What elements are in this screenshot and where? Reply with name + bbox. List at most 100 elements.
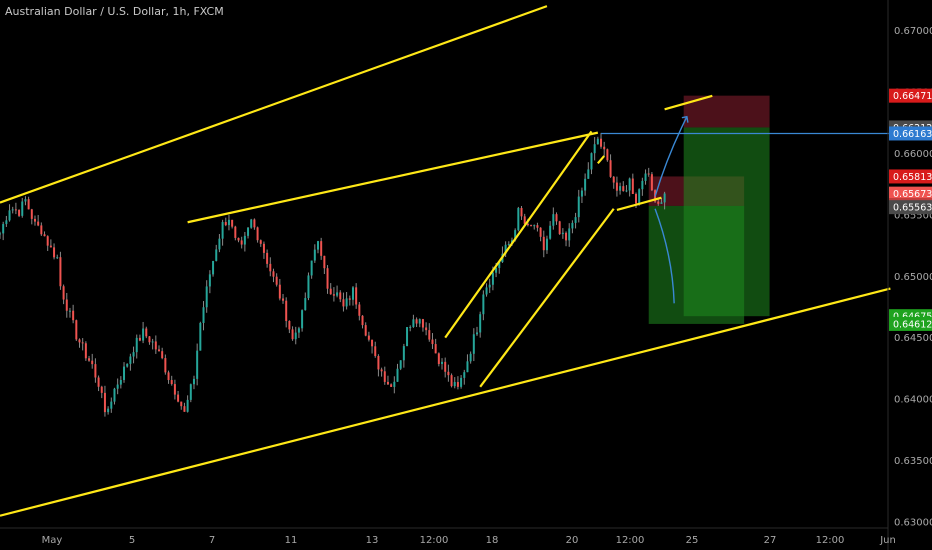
y-tick-label: 0.63000: [894, 517, 932, 528]
candle-body: [447, 371, 450, 376]
y-tick-label: 0.67000: [894, 26, 932, 37]
candle-body: [622, 186, 625, 192]
price-tag-label: 0.65563: [893, 203, 932, 214]
candle-body: [584, 178, 587, 191]
candle-body: [650, 174, 653, 191]
candle-body: [638, 189, 641, 204]
candle-body: [565, 232, 568, 241]
candle-body: [590, 153, 593, 170]
candle-body: [469, 353, 472, 362]
candle-body: [282, 298, 285, 301]
candle-body: [571, 222, 574, 229]
candle-body: [603, 146, 606, 150]
candle-body: [498, 262, 501, 268]
x-tick-label: 12:00: [616, 535, 645, 546]
candle-body: [313, 249, 316, 261]
trend-line: [444, 130, 593, 339]
candle-body: [221, 222, 224, 239]
candle-body: [437, 353, 440, 364]
y-tick-label: 0.63500: [894, 456, 932, 467]
candle-body: [339, 292, 342, 300]
candle-body: [237, 237, 240, 241]
candle-body: [320, 241, 323, 256]
candle-body: [21, 201, 24, 216]
candle-body: [62, 286, 65, 300]
candle-body: [84, 343, 87, 359]
candle-body: [580, 190, 583, 197]
candle-body: [224, 222, 227, 226]
candle-body: [183, 406, 186, 412]
candle-body: [145, 328, 148, 337]
price-tag-stop: [889, 169, 932, 184]
candle-body: [59, 257, 62, 287]
candle-body: [355, 287, 358, 305]
candle-body: [14, 209, 17, 211]
price-tag-blue: [889, 126, 932, 141]
candle-body: [399, 360, 402, 369]
candle-body: [425, 327, 428, 331]
candle-body: [37, 221, 40, 226]
candle-body: [208, 274, 211, 287]
x-tick-label: 11: [285, 535, 298, 546]
candle-body: [186, 399, 189, 412]
candle-body: [520, 208, 523, 217]
candle-body: [377, 355, 380, 370]
price-tag-current: [889, 186, 932, 201]
candle-body: [390, 384, 393, 387]
candle-body: [412, 319, 415, 327]
candle-body: [561, 232, 564, 235]
candle-body: [514, 230, 517, 241]
candle-body: [549, 225, 552, 239]
x-tick-label: 7: [209, 535, 215, 546]
candle-body: [431, 339, 434, 345]
candle-body: [472, 334, 475, 354]
candle-body: [205, 286, 208, 308]
candle-body: [488, 284, 491, 288]
y-tick-label: 0.64000: [894, 395, 932, 406]
candle-body: [317, 241, 319, 250]
candle-body: [619, 186, 622, 191]
candle-body: [606, 149, 609, 161]
candle-body: [154, 341, 157, 350]
candle-body: [609, 160, 612, 177]
y-tick-label: 0.64500: [894, 333, 932, 344]
candle-body: [495, 267, 498, 273]
price-tag-stop: [889, 88, 932, 103]
candle-body: [81, 342, 84, 344]
candle-body: [94, 364, 97, 378]
candle-body: [158, 349, 160, 352]
candle-body: [409, 326, 412, 328]
candle-body: [113, 388, 116, 402]
candle-body: [173, 384, 176, 395]
candle-body: [348, 298, 351, 300]
candle-body: [227, 219, 230, 226]
candle-body: [523, 216, 526, 224]
candle-body: [243, 235, 246, 245]
candle-body: [148, 336, 151, 343]
trend-line: [479, 208, 615, 388]
candle-body: [612, 176, 615, 183]
candle-body: [428, 330, 431, 340]
candle-body: [393, 381, 396, 387]
candle-body: [466, 361, 469, 373]
candle-body: [345, 298, 348, 307]
y-tick-label: 0.66000: [894, 149, 932, 160]
candle-body: [126, 363, 129, 367]
trend-line: [187, 131, 599, 224]
candle-body: [288, 321, 291, 330]
candle-body: [491, 272, 494, 285]
candle-body: [266, 252, 269, 264]
candle-body: [103, 392, 106, 413]
candle-body: [231, 219, 234, 227]
candle-body: [278, 284, 281, 299]
candle-body: [269, 263, 272, 272]
candle-body: [33, 218, 36, 222]
candle-body: [40, 225, 43, 235]
candle-body: [600, 138, 603, 147]
x-tick-label: May: [42, 535, 63, 546]
chart-title: Australian Dollar / U.S. Dollar, 1h, FXC…: [5, 5, 224, 18]
candle-body: [234, 226, 237, 238]
candle-body: [361, 315, 364, 326]
